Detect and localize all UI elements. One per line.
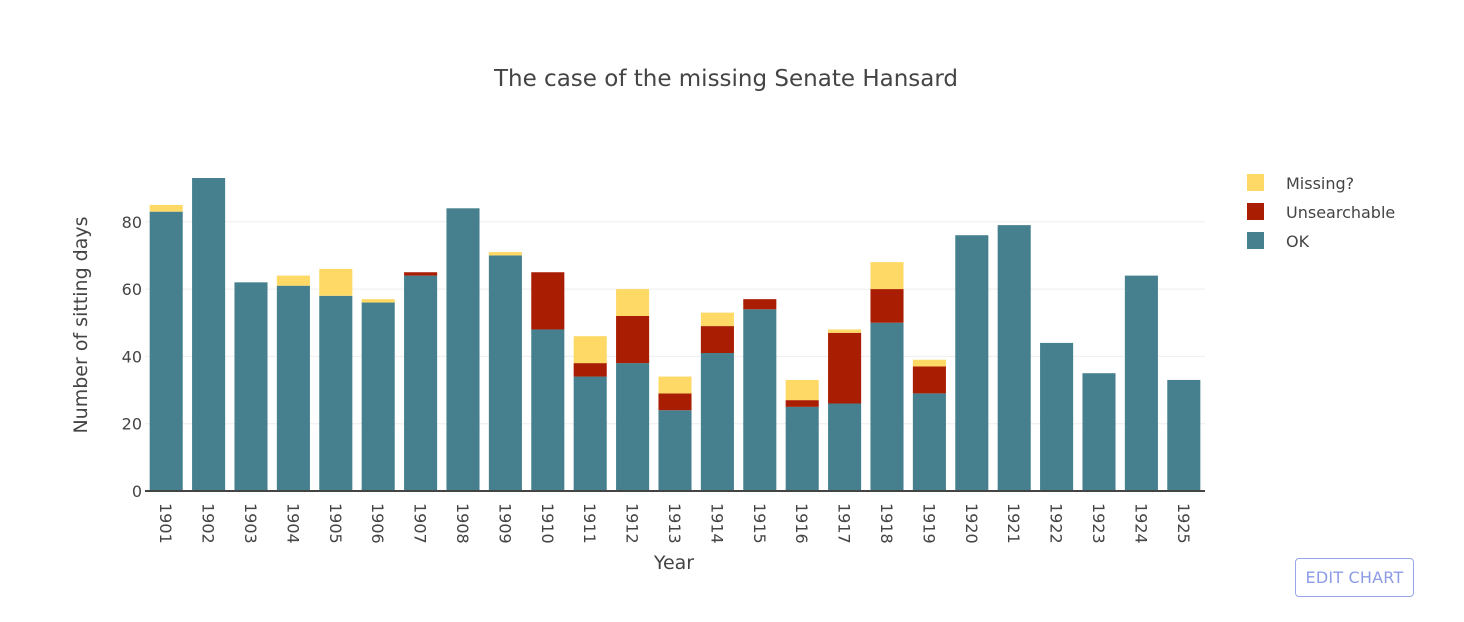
legend-label[interactable]: OK — [1286, 232, 1310, 251]
x-tick-label: 1912 — [623, 503, 642, 544]
bar-unsearchable-1911[interactable] — [573, 363, 607, 377]
x-tick-label: 1919 — [919, 503, 938, 544]
x-tick-label: 1902 — [199, 503, 218, 544]
x-axis-label: Year — [653, 552, 694, 574]
x-tick-label: 1921 — [1004, 503, 1023, 544]
bar-missing-1906[interactable] — [361, 299, 395, 303]
bar-ok-1919[interactable] — [912, 393, 946, 491]
bar-unsearchable-1913[interactable] — [658, 393, 692, 411]
bar-ok-1909[interactable] — [488, 255, 522, 491]
bar-missing-1905[interactable] — [319, 268, 353, 296]
edit-chart-button[interactable]: EDIT CHART — [1295, 558, 1414, 597]
x-tick-label: 1920 — [962, 503, 981, 544]
bar-ok-1924[interactable] — [1124, 275, 1158, 491]
bar-ok-1901[interactable] — [149, 211, 183, 491]
x-tick-label: 1909 — [495, 503, 514, 544]
bar-unsearchable-1919[interactable] — [912, 366, 946, 394]
bar-ok-1902[interactable] — [192, 178, 226, 491]
bar-ok-1912[interactable] — [616, 363, 650, 491]
x-tick-label: 1914 — [707, 503, 726, 544]
bar-unsearchable-1914[interactable] — [700, 326, 734, 354]
y-tick-label: 40 — [122, 347, 142, 366]
x-tick-label: 1903 — [241, 503, 260, 544]
bar-ok-1916[interactable] — [785, 406, 819, 491]
x-tick-label: 1925 — [1174, 503, 1193, 544]
bar-ok-1905[interactable] — [319, 295, 353, 491]
x-tick-label: 1922 — [1047, 503, 1066, 544]
x-tick-label: 1923 — [1089, 503, 1108, 544]
bar-ok-1925[interactable] — [1167, 379, 1201, 491]
x-tick-label: 1906 — [368, 503, 387, 544]
bar-missing-1904[interactable] — [276, 275, 310, 286]
bar-missing-1911[interactable] — [573, 336, 607, 364]
bar-ok-1918[interactable] — [870, 322, 904, 491]
bar-ok-1923[interactable] — [1082, 373, 1116, 491]
bar-unsearchable-1916[interactable] — [785, 400, 819, 407]
legend-swatch-missing[interactable] — [1247, 174, 1264, 191]
bar-missing-1913[interactable] — [658, 376, 692, 394]
bar-ok-1910[interactable] — [531, 329, 565, 491]
bar-missing-1901[interactable] — [149, 204, 183, 212]
y-tick-label: 60 — [122, 280, 142, 299]
bar-ok-1915[interactable] — [743, 309, 777, 491]
x-axis: 1901 1902 1903 1904 1905 1906 1907 1908 1909 1910… — [145, 490, 1205, 544]
bar-ok-1906[interactable] — [361, 302, 395, 491]
x-tick-label: 1924 — [1131, 503, 1150, 544]
bar-missing-1912[interactable] — [616, 289, 650, 316]
x-tick-label: 1905 — [326, 503, 345, 544]
x-tick-label: 1915 — [750, 503, 769, 544]
legend-label[interactable]: Unsearchable — [1286, 203, 1395, 222]
bar-missing-1909[interactable] — [488, 252, 522, 256]
bar-ok-1920[interactable] — [955, 235, 989, 491]
legend-swatch-unsearchable[interactable] — [1247, 203, 1264, 220]
bar-unsearchable-1912[interactable] — [616, 315, 650, 364]
y-tick-label: 80 — [122, 213, 142, 232]
x-tick-label: 1917 — [835, 503, 854, 544]
bar-missing-1917[interactable] — [828, 329, 862, 333]
bar-ok-1917[interactable] — [828, 403, 862, 491]
bar-unsearchable-1907[interactable] — [404, 272, 438, 276]
legend-swatch-ok[interactable] — [1247, 232, 1264, 249]
bar-ok-1913[interactable] — [658, 410, 692, 491]
x-tick-label: 1911 — [580, 503, 599, 544]
x-tick-label: 1910 — [538, 503, 557, 544]
bar-unsearchable-1917[interactable] — [828, 332, 862, 404]
bar-missing-1916[interactable] — [785, 379, 819, 401]
bar-ok-1908[interactable] — [446, 208, 480, 491]
y-axis-label: Number of sitting days — [70, 216, 92, 433]
x-tick-label: 1901 — [156, 503, 175, 544]
y-axis: 0 20 40 60 80 — [122, 213, 142, 501]
bar-ok-1904[interactable] — [276, 285, 310, 491]
x-tick-label: 1916 — [792, 503, 811, 544]
bar-missing-1918[interactable] — [870, 262, 904, 290]
legend-label[interactable]: Missing? — [1286, 174, 1354, 193]
chart-title: The case of the missing Senate Hansard — [493, 66, 958, 92]
bar-missing-1914[interactable] — [700, 312, 734, 327]
bar-ok-1903[interactable] — [234, 282, 268, 491]
bar-ok-1907[interactable] — [404, 275, 438, 491]
x-tick-label: 1904 — [283, 503, 302, 544]
legend: Missing? Unsearchable OK — [1247, 174, 1395, 251]
bar-unsearchable-1915[interactable] — [743, 299, 777, 310]
x-tick-label: 1908 — [453, 503, 472, 544]
bar-ok-1911[interactable] — [573, 376, 607, 491]
bar-ok-1914[interactable] — [700, 353, 734, 491]
bar-missing-1919[interactable] — [912, 359, 946, 367]
bar-ok-1921[interactable] — [997, 225, 1031, 491]
x-tick-label: 1907 — [411, 503, 430, 544]
y-tick-label: 0 — [132, 482, 142, 501]
bar-unsearchable-1910[interactable] — [531, 272, 565, 330]
y-tick-label: 20 — [122, 415, 142, 434]
bar-unsearchable-1918[interactable] — [870, 289, 904, 323]
bar-ok-1922[interactable] — [1040, 342, 1074, 491]
bars — [149, 178, 1201, 491]
x-tick-label: 1913 — [665, 503, 684, 544]
x-tick-label: 1918 — [877, 503, 896, 544]
